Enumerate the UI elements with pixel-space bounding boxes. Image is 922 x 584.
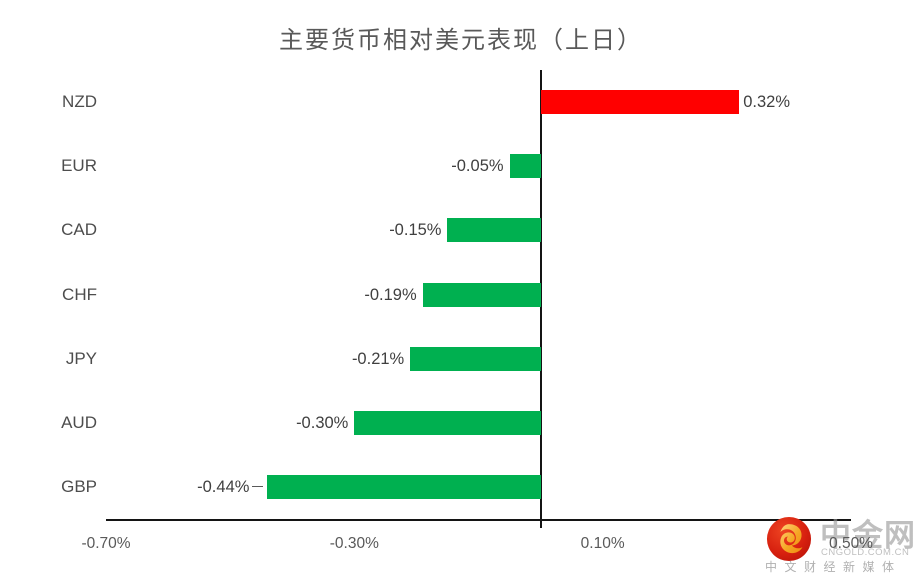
- value-label-chf: -0.19%: [364, 285, 417, 304]
- value-label-aud: -0.30%: [296, 413, 349, 432]
- watermark-brand: 中金网: [820, 518, 916, 553]
- category-label-eur: EUR: [61, 156, 97, 176]
- bar-jpy: [410, 346, 541, 371]
- category-label-nzd: NZD: [62, 92, 97, 112]
- value-label-jpy: -0.21%: [351, 349, 405, 368]
- bar-eur: [509, 154, 541, 179]
- bar-cad: [447, 218, 541, 243]
- watermark-domain: CNGOLD.COM.CN: [821, 547, 910, 558]
- watermark: 中金网 CNGOLD.COM.CN 中文财经新媒体: [758, 502, 922, 584]
- bar-nzd: [540, 90, 740, 115]
- category-label-aud: AUD: [61, 412, 97, 432]
- chart-title: 主要货币相对美元表现（上日）: [279, 27, 643, 54]
- zero-axis-line: [539, 70, 542, 528]
- category-label-chf: CHF: [62, 284, 97, 304]
- watermark-tagline: 中文财经新媒体: [765, 560, 902, 574]
- value-label-nzd: 0.32%: [743, 93, 791, 112]
- bar-aud: [354, 410, 541, 435]
- x-tick-label-0: -0.70%: [81, 535, 131, 552]
- category-label-gbp: GBP: [61, 476, 97, 496]
- value-label-cad: -0.15%: [389, 221, 442, 240]
- bar-chf: [422, 282, 541, 307]
- cngold-logo-icon: [766, 516, 812, 562]
- bar-gbp: [267, 474, 541, 499]
- x-tick-label-2: 0.10%: [580, 535, 625, 552]
- plot-area: 0.32% -0.05% -0.15% -0.19% -0.21% -0.30% -0.44…: [106, 70, 851, 519]
- x-axis-line: [106, 519, 851, 521]
- value-label-eur: -0.05%: [451, 157, 504, 176]
- category-label-jpy: JPY: [65, 348, 97, 368]
- label-leader-line-gbp: [252, 485, 264, 488]
- x-tick-label-3: 0.50%: [829, 535, 873, 552]
- x-tick-label-1: -0.30%: [329, 535, 379, 552]
- value-label-gbp: -0.44%: [197, 477, 250, 496]
- category-label-cad: CAD: [61, 220, 97, 240]
